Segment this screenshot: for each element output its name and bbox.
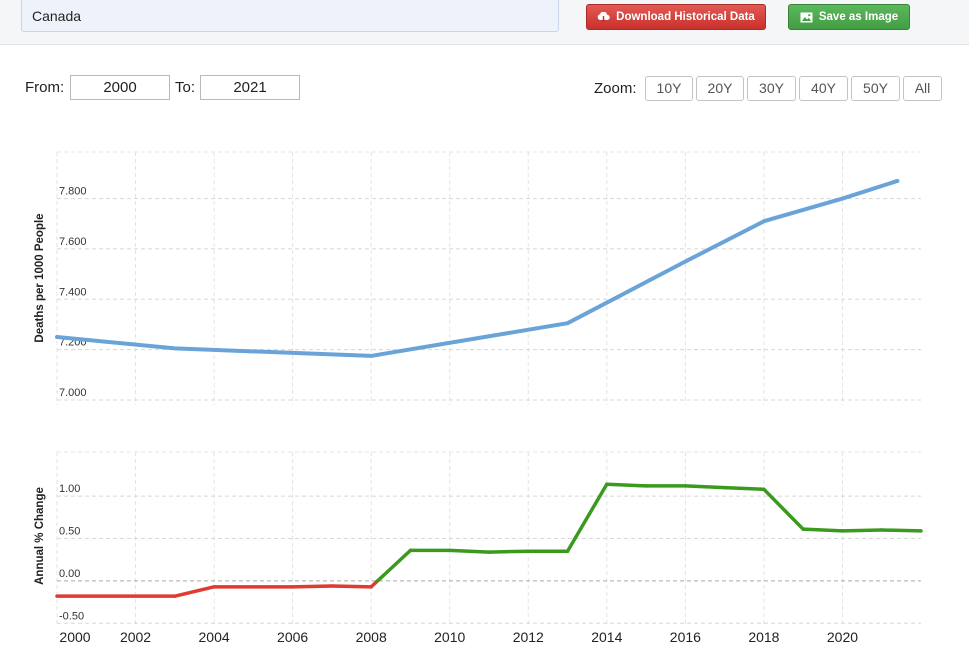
zoom-label: Zoom: <box>594 80 637 97</box>
x-tick-label: 2012 <box>513 629 544 645</box>
negative-change-segment <box>290 584 334 589</box>
x-tick-label: 2014 <box>591 629 622 645</box>
positive-change-segment <box>605 482 648 488</box>
zoom-30y-button[interactable]: 30Y <box>747 76 796 101</box>
zoom-50y-button[interactable]: 50Y <box>851 76 900 101</box>
top-y-tick-label: 7.000 <box>59 387 87 399</box>
download-button-label: Download Historical Data <box>616 11 755 23</box>
bottom-y-tick-label: 1.00 <box>59 483 80 495</box>
x-tick-label: 2000 <box>59 629 90 645</box>
from-label: From: <box>25 79 65 96</box>
positive-change-segment <box>879 528 923 533</box>
zoom-10y-button[interactable]: 10Y <box>645 76 693 101</box>
positive-change-segment <box>375 548 413 583</box>
positive-change-segment <box>840 528 884 533</box>
zoom-20y-button[interactable]: 20Y <box>696 76 744 101</box>
x-tick-label: 2020 <box>827 629 858 645</box>
zoom-all-button[interactable]: All <box>903 76 942 101</box>
zoom-40y-button[interactable]: 40Y <box>799 76 848 101</box>
x-tick-label: 2008 <box>356 629 387 645</box>
top-y-tick-label: 7.600 <box>59 236 87 248</box>
from-year-input[interactable]: 2000 <box>70 75 170 100</box>
positive-change-segment <box>447 548 491 554</box>
top-toolbar: Canada Download Historical Data Save as … <box>0 0 969 45</box>
x-tick-label: 2006 <box>277 629 308 645</box>
cloud-download-icon <box>597 11 610 23</box>
positive-change-segment <box>565 482 609 553</box>
to-year-input[interactable]: 2021 <box>200 75 300 100</box>
positive-change-segment <box>762 487 805 531</box>
top-y-tick-label: 7.800 <box>59 186 87 198</box>
x-tick-label: 2016 <box>670 629 701 645</box>
positive-change-segment <box>683 484 727 490</box>
x-tick-label: 2002 <box>120 629 151 645</box>
save-button-label: Save as Image <box>818 11 899 23</box>
bottom-y-axis-label: Annual % Change <box>34 487 46 585</box>
x-tick-label: 2010 <box>434 629 465 645</box>
x-tick-label: 2018 <box>748 629 779 645</box>
bottom-y-tick-label: -0.50 <box>59 610 84 622</box>
bottom-y-tick-label: 0.00 <box>59 568 80 580</box>
country-select[interactable]: Canada <box>21 0 559 32</box>
download-historical-data-button[interactable]: Download Historical Data <box>586 4 766 30</box>
positive-change-segment <box>487 549 531 554</box>
save-as-image-button[interactable]: Save as Image <box>788 4 910 30</box>
to-label: To: <box>175 79 196 96</box>
negative-change-segment <box>173 585 216 598</box>
death-rate-series-line <box>55 178 900 358</box>
negative-change-segment <box>330 584 373 589</box>
top-y-tick-label: 7.400 <box>59 286 87 298</box>
bottom-y-tick-label: 0.50 <box>59 526 80 538</box>
top-y-axis-label: Deaths per 1000 People <box>34 213 46 342</box>
image-icon <box>800 12 813 22</box>
positive-change-segment <box>801 527 845 533</box>
positive-change-segment <box>722 485 766 492</box>
x-tick-label: 2004 <box>199 629 230 645</box>
